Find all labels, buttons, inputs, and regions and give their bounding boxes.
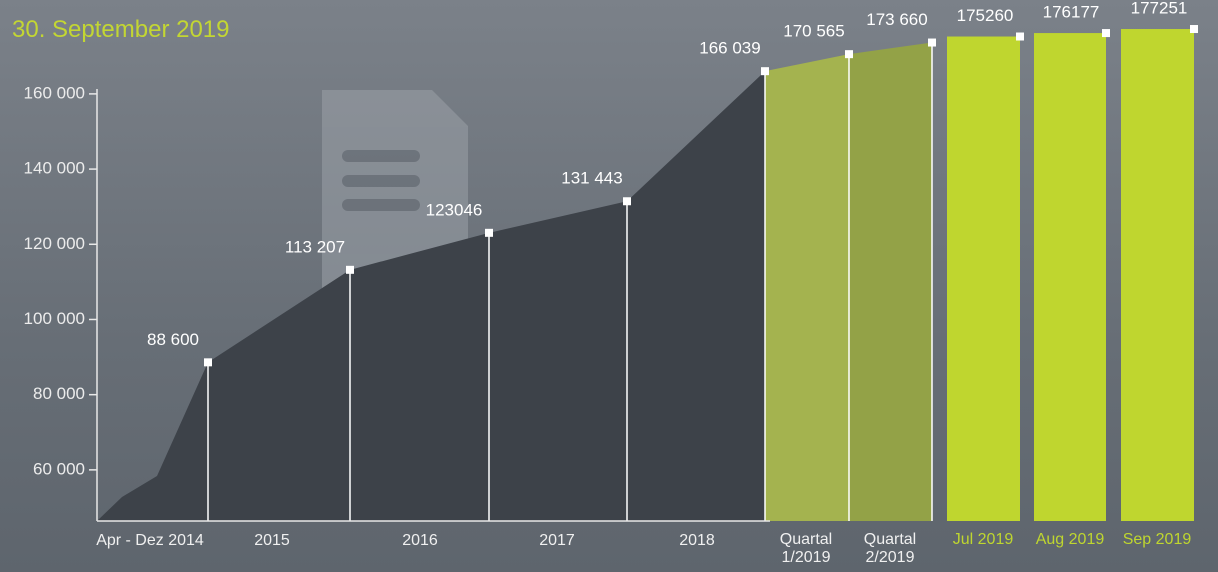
x-tick-label: 2015 bbox=[254, 532, 290, 549]
marker bbox=[204, 358, 212, 367]
document-icon bbox=[322, 90, 468, 300]
x-tick-label: Sep 2019 bbox=[1122, 531, 1192, 548]
y-tick-label: 160 000 bbox=[24, 83, 85, 102]
value-label: 88 600 bbox=[147, 330, 199, 349]
marker bbox=[1016, 32, 1024, 41]
y-tick-label: 80 000 bbox=[33, 384, 85, 403]
bar bbox=[1121, 29, 1194, 521]
x-tick-label: Quartal 1/2019 bbox=[779, 531, 833, 566]
marker bbox=[1102, 29, 1110, 38]
value-label: 173 660 bbox=[866, 10, 927, 29]
y-tick-label: 60 000 bbox=[33, 459, 85, 478]
value-label: 170 565 bbox=[783, 22, 844, 41]
y-tick-label: 100 000 bbox=[24, 309, 85, 328]
area bbox=[97, 71, 765, 522]
value-label: 113 207 bbox=[285, 237, 345, 256]
marker bbox=[1190, 25, 1198, 34]
y-tick-label: 140 000 bbox=[24, 159, 85, 178]
value-label: 177251 bbox=[1131, 0, 1188, 18]
x-tick-label: Quartal 2/2019 bbox=[863, 531, 917, 566]
marker bbox=[346, 265, 354, 274]
x-tick-label: 2016 bbox=[402, 532, 438, 549]
x-tick-label: Aug 2019 bbox=[1035, 531, 1105, 548]
marker bbox=[928, 38, 936, 47]
marker bbox=[623, 197, 631, 206]
x-tick-label: Apr - Dez 2014 bbox=[96, 532, 204, 549]
value-label: 131 443 bbox=[561, 169, 622, 188]
marker bbox=[761, 67, 769, 76]
x-tick-label: Jul 2019 bbox=[952, 531, 1014, 548]
value-label: 166 039 bbox=[699, 39, 760, 58]
area-highlight bbox=[765, 54, 849, 522]
subtitle: 30. September 2019 bbox=[12, 16, 230, 43]
bar bbox=[1034, 33, 1106, 522]
y-tick-label: 120 000 bbox=[24, 234, 85, 253]
x-tick-label: 2017 bbox=[539, 532, 575, 549]
marker bbox=[845, 50, 853, 59]
bar bbox=[947, 36, 1020, 522]
area-highlight bbox=[849, 42, 932, 521]
value-label: 176177 bbox=[1043, 3, 1100, 22]
marker bbox=[485, 228, 493, 237]
x-tick-label: 2018 bbox=[679, 532, 715, 549]
value-label: 123046 bbox=[426, 200, 483, 219]
value-label: 175260 bbox=[957, 6, 1014, 25]
